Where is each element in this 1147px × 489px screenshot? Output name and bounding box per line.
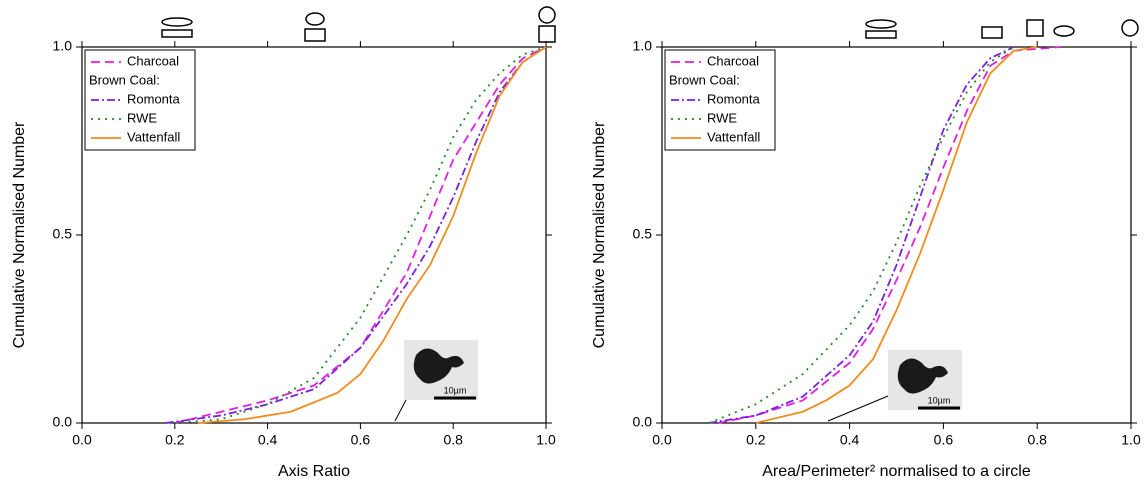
x-axis-label: Axis Ratio (278, 463, 350, 480)
y-axis-label: Cumulative Normalised Number (591, 121, 608, 348)
x-tick-label: 1.0 (1121, 432, 1141, 448)
x-tick-label: 1.0 (536, 432, 556, 448)
legend-group-label: Brown Coal: (669, 72, 740, 87)
series-line (718, 46, 1061, 424)
series-line (174, 46, 547, 424)
x-tick-label: 0.6 (351, 432, 371, 448)
legend-label: Vattenfall (707, 129, 760, 144)
legend-label: Charcoal (127, 53, 179, 68)
x-tick-label: 0.4 (840, 432, 860, 448)
x-tick-label: 0.2 (746, 432, 766, 448)
x-tick-label: 0.2 (165, 432, 185, 448)
series-line (165, 46, 547, 424)
x-tick-label: 0.0 (72, 432, 92, 448)
y-tick-label: 0.0 (53, 414, 73, 430)
inset-pointer (394, 399, 407, 422)
x-tick-label: 0.0 (652, 432, 672, 448)
legend-label: Charcoal (707, 53, 759, 68)
x-tick-label: 0.8 (1027, 432, 1047, 448)
x-tick-label: 0.4 (258, 432, 278, 448)
scale-label: 10µm (928, 395, 951, 405)
shape-icons (161, 6, 1139, 43)
particle (413, 348, 464, 384)
legend-label: Vattenfall (127, 129, 180, 144)
y-tick-label: 1.0 (53, 38, 73, 54)
y-tick-label: 1.0 (633, 38, 653, 54)
series-line (755, 46, 1038, 424)
y-tick-label: 0.5 (633, 226, 653, 242)
x-tick-label: 0.8 (443, 432, 463, 448)
series-line (708, 46, 1015, 424)
legend-label: Romonta (707, 91, 761, 106)
particle (897, 358, 948, 394)
y-axis-label: Cumulative Normalised Number (11, 121, 28, 348)
series-line (197, 46, 547, 424)
series-line (708, 46, 1015, 424)
legend-label: Romonta (127, 91, 181, 106)
legend-label: RWE (707, 110, 737, 125)
scale-label: 10µm (444, 385, 467, 395)
y-tick-label: 0.0 (633, 414, 653, 430)
series-line (174, 46, 547, 424)
legend-group-label: Brown Coal: (89, 72, 160, 87)
x-axis-label: Area/Perimeter² normalised to a circle (762, 463, 1031, 480)
x-tick-label: 0.6 (934, 432, 954, 448)
inset-pointer (827, 395, 889, 422)
legend-label: RWE (127, 110, 157, 125)
y-tick-label: 0.5 (53, 226, 73, 242)
